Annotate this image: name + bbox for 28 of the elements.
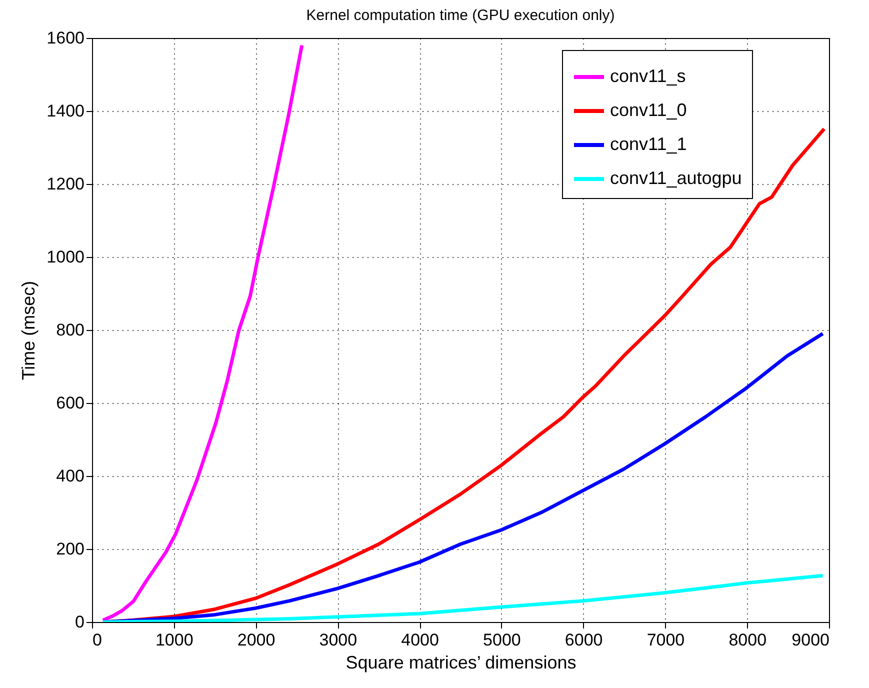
y-axis-title: Time (msec) bbox=[18, 280, 39, 380]
line-series bbox=[101, 44, 304, 622]
x-axis-title: Square matrices’ dimensions bbox=[346, 652, 576, 672]
legend-label: conv11_0 bbox=[610, 100, 687, 120]
x-tick-label: 2000 bbox=[237, 630, 276, 650]
y-tick-label: 600 bbox=[56, 394, 84, 412]
legend-label: conv11_autogpu bbox=[610, 168, 742, 188]
y-tick-label: 0 bbox=[75, 612, 84, 632]
y-tick-label: 400 bbox=[56, 466, 84, 486]
line-series bbox=[101, 574, 825, 622]
x-tick-label: 0 bbox=[92, 630, 102, 650]
x-tick-label: 7000 bbox=[646, 630, 685, 650]
x-tick-label: 6000 bbox=[564, 630, 603, 650]
x-tick-label: 5000 bbox=[483, 630, 521, 650]
y-tick-label: 800 bbox=[56, 320, 84, 340]
legend-label: conv11_s bbox=[610, 66, 686, 86]
y-tick-label: 1000 bbox=[46, 248, 84, 266]
x-tick-label: 1000 bbox=[155, 630, 194, 650]
chart-title: Kernel computation time (GPU execution only) bbox=[306, 7, 615, 24]
x-tick-label: 3000 bbox=[319, 630, 358, 650]
x-tick-label: 8000 bbox=[728, 630, 767, 650]
y-tick-label: 200 bbox=[56, 540, 84, 558]
y-tick-label: 1600 bbox=[46, 28, 84, 48]
x-tick-label: 9000 bbox=[792, 630, 830, 650]
y-tick-label: 1200 bbox=[46, 174, 84, 194]
y-tick-label: 1400 bbox=[46, 102, 84, 120]
legend-label: conv11_1 bbox=[610, 134, 687, 154]
x-tick-label: 4000 bbox=[401, 630, 439, 650]
